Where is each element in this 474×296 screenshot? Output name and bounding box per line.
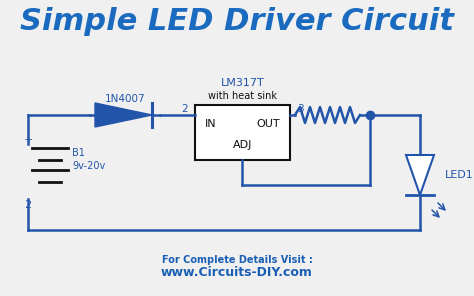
Text: 9v-20v: 9v-20v <box>72 161 105 171</box>
Text: with heat sink: with heat sink <box>208 91 277 101</box>
Text: IN: IN <box>205 119 217 129</box>
Bar <box>195 105 290 160</box>
Text: LED1: LED1 <box>445 170 474 180</box>
Text: LM317T: LM317T <box>220 78 264 88</box>
Text: For Complete Details Visit :: For Complete Details Visit : <box>162 255 312 265</box>
Text: 2: 2 <box>182 104 188 114</box>
Text: +: + <box>23 135 33 145</box>
Text: 2: 2 <box>25 200 32 210</box>
Text: 3: 3 <box>297 104 303 114</box>
Text: OUT: OUT <box>256 119 280 129</box>
Text: ADJ: ADJ <box>233 140 252 149</box>
Polygon shape <box>95 103 152 127</box>
Text: Simple LED Driver Circuit: Simple LED Driver Circuit <box>20 7 454 36</box>
Text: B1: B1 <box>72 148 85 158</box>
Polygon shape <box>406 155 434 195</box>
Text: 1N4007: 1N4007 <box>105 94 146 104</box>
Text: www.Circuits-DIY.com: www.Circuits-DIY.com <box>161 266 313 279</box>
